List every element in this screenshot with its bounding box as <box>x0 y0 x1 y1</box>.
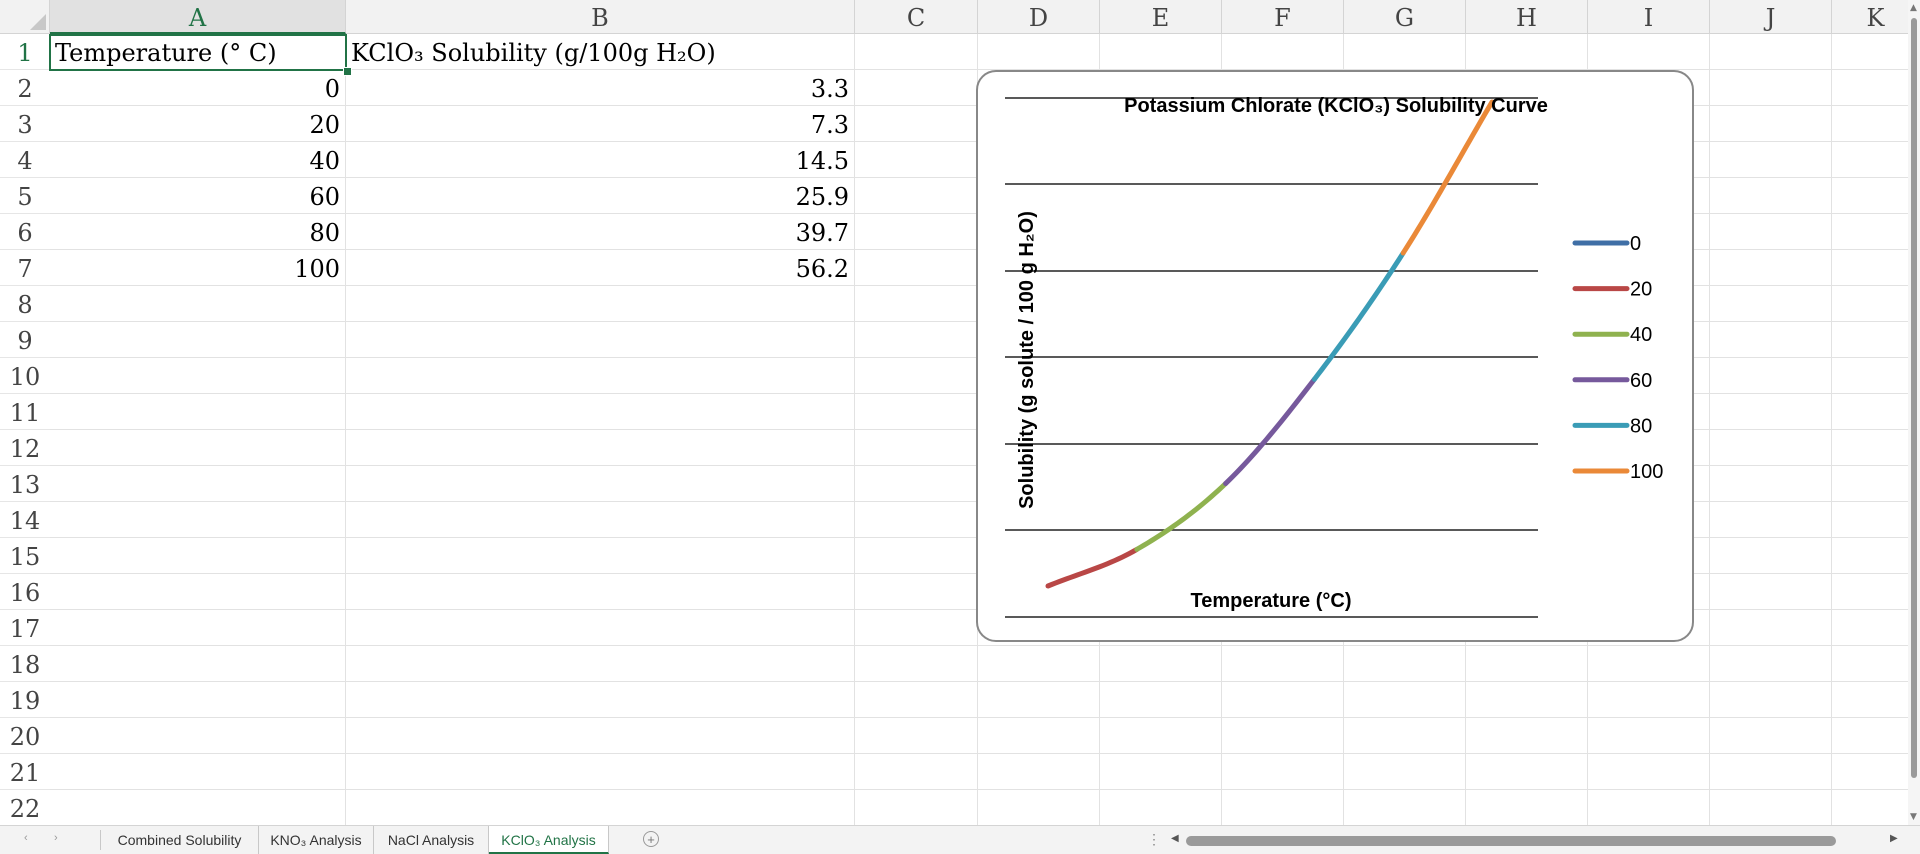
cell-A7[interactable]: 100 <box>294 255 340 283</box>
legend-label-0: 0 <box>1630 233 1641 255</box>
cell-B3[interactable]: 7.3 <box>810 111 849 139</box>
scroll-right-icon[interactable]: ▶ <box>1890 833 1898 844</box>
chevron-left-icon[interactable]: ‹ <box>24 832 28 844</box>
grid-row-line <box>50 645 1908 646</box>
grid-row-line <box>50 69 1908 70</box>
curve-segment-5 <box>1400 99 1495 256</box>
scroll-left-icon[interactable]: ◀ <box>1171 833 1179 844</box>
vertical-scrollbar[interactable]: ▲ ▼ <box>1908 0 1920 825</box>
cell-A3[interactable]: 20 <box>309 111 340 139</box>
row-header-9[interactable]: 9 <box>0 322 50 358</box>
grid-row-line <box>50 681 1908 682</box>
worksheet-grid[interactable]: A B C D E F G H I J K 1 2 3 4 5 6 7 8 9 10 11 12 13 14 15 16 17 18 19… <box>0 0 1908 825</box>
grid-row-line <box>50 717 1908 718</box>
cell-A4[interactable]: 40 <box>309 147 340 175</box>
column-header-C[interactable]: C <box>855 0 978 34</box>
column-header-A[interactable]: A <box>50 0 346 34</box>
cell-A5[interactable]: 60 <box>309 183 340 211</box>
column-header-E[interactable]: E <box>1100 0 1222 34</box>
legend-label-100: 100 <box>1630 461 1663 483</box>
column-header-J[interactable]: J <box>1710 0 1832 34</box>
row-header-7[interactable]: 7 <box>0 250 50 286</box>
cell-A6[interactable]: 80 <box>309 219 340 247</box>
row-header-19[interactable]: 19 <box>0 682 50 718</box>
column-header-K[interactable]: K <box>1832 0 1908 34</box>
row-header-1[interactable]: 1 <box>0 34 50 70</box>
row-header-17[interactable]: 17 <box>0 610 50 646</box>
select-all-triangle-icon <box>30 14 46 30</box>
column-header-H[interactable]: H <box>1466 0 1588 34</box>
horizontal-scroll-thumb[interactable] <box>1186 836 1836 846</box>
add-sheet-icon[interactable]: + <box>643 831 659 847</box>
scroll-up-icon[interactable]: ▲ <box>1910 3 1917 13</box>
sheet-tab-4[interactable]: KClO₃ Analysis <box>489 826 609 854</box>
row-header-18[interactable]: 18 <box>0 646 50 682</box>
curve-segment-2 <box>1134 481 1229 552</box>
row-header-3[interactable]: 3 <box>0 106 50 142</box>
cell-B7[interactable]: 56.2 <box>795 255 849 283</box>
chart-svg: Potassium Chlorate (KClO₃) Solubility Cu… <box>1005 95 1663 618</box>
curve-segment-3 <box>1223 376 1317 487</box>
split-handle-icon[interactable]: ⋮ <box>1147 831 1161 847</box>
row-header-2[interactable]: 2 <box>0 70 50 106</box>
row-header-12[interactable]: 12 <box>0 430 50 466</box>
row-header-15[interactable]: 15 <box>0 538 50 574</box>
legend-label-40: 40 <box>1630 324 1652 346</box>
column-header-G[interactable]: G <box>1344 0 1466 34</box>
row-header-14[interactable]: 14 <box>0 502 50 538</box>
tab-divider <box>100 830 101 850</box>
sheet-tab-1[interactable]: Combined Solubility <box>101 826 259 854</box>
row-header-10[interactable]: 10 <box>0 358 50 394</box>
row-header-21[interactable]: 21 <box>0 754 50 790</box>
cell-A1[interactable]: Temperature (° C) <box>55 39 277 67</box>
column-header-B[interactable]: B <box>346 0 855 34</box>
chevron-right-icon[interactable]: › <box>54 832 58 844</box>
cell-B1[interactable]: KClO₃ Solubility (g/100g H₂O) <box>351 39 716 67</box>
column-header-D[interactable]: D <box>978 0 1100 34</box>
cell-B5[interactable]: 25.9 <box>795 183 849 211</box>
x-axis-label: Temperature (°C) <box>1191 590 1352 612</box>
row-header-4[interactable]: 4 <box>0 142 50 178</box>
curve-segment-4 <box>1311 250 1406 382</box>
row-header-16[interactable]: 16 <box>0 574 50 610</box>
grid-row-line <box>50 789 1908 790</box>
row-header-13[interactable]: 13 <box>0 466 50 502</box>
row-header-20[interactable]: 20 <box>0 718 50 754</box>
curve-segment-1 <box>1045 546 1140 589</box>
legend-label-60: 60 <box>1630 370 1652 392</box>
column-header-F[interactable]: F <box>1222 0 1344 34</box>
sheet-tab-bar: ‹ › Combined Solubility KNO₃ Analysis NaCl… <box>0 825 1920 854</box>
row-header-22[interactable]: 22 <box>0 790 50 825</box>
legend-label-20: 20 <box>1630 279 1652 301</box>
fill-handle[interactable] <box>343 67 352 76</box>
cell-A2[interactable]: 0 <box>324 75 340 103</box>
solubility-chart[interactable]: Potassium Chlorate (KClO₃) Solubility Cu… <box>976 70 1694 642</box>
scroll-down-icon[interactable]: ▼ <box>1910 812 1917 822</box>
column-header-I[interactable]: I <box>1588 0 1710 34</box>
sheet-tab-2[interactable]: KNO₃ Analysis <box>259 826 374 854</box>
grid-row-line <box>50 753 1908 754</box>
row-header-6[interactable]: 6 <box>0 214 50 250</box>
cell-B6[interactable]: 39.7 <box>795 219 849 247</box>
cell-B4[interactable]: 14.5 <box>795 147 849 175</box>
chart-title: Potassium Chlorate (KClO₃) Solubility Cu… <box>1124 95 1548 117</box>
cell-B2[interactable]: 3.3 <box>810 75 849 103</box>
select-all-corner[interactable] <box>0 0 50 34</box>
legend-label-80: 80 <box>1630 415 1652 437</box>
vertical-scroll-thumb[interactable] <box>1911 18 1917 778</box>
sheet-tab-3[interactable]: NaCl Analysis <box>374 826 489 854</box>
active-cell-outline <box>49 34 347 71</box>
y-axis-label: Solubility (g solute / 100 g H₂O) <box>1016 211 1038 509</box>
row-header-11[interactable]: 11 <box>0 394 50 430</box>
row-header-8[interactable]: 8 <box>0 286 50 322</box>
row-header-5[interactable]: 5 <box>0 178 50 214</box>
